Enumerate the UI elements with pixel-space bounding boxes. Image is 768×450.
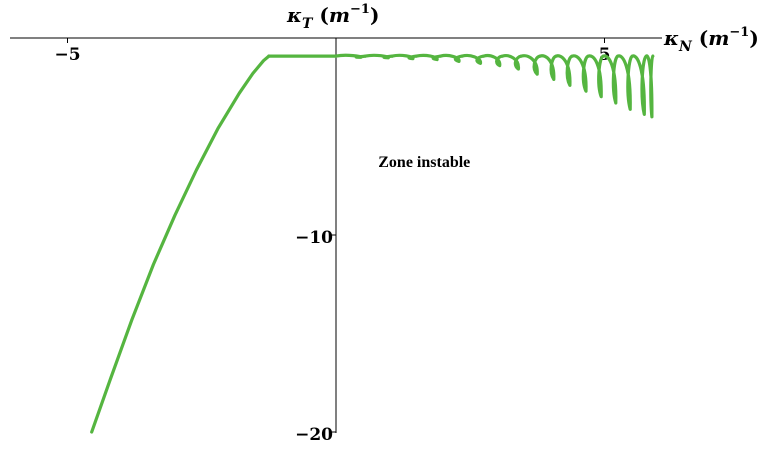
tail-loop — [500, 54, 523, 71]
tail-loop — [601, 54, 620, 105]
axis-ticks: −5 5−10−20 — [54, 38, 610, 445]
tail-loop — [644, 54, 655, 119]
x-axis-label-subscript: N — [678, 39, 693, 55]
x-axis-label-unit: m — [708, 26, 729, 50]
tail-loop — [538, 54, 558, 81]
y-axis-label-exponent: −1 — [350, 2, 370, 17]
tail-loop — [586, 54, 605, 99]
tail-loop — [390, 53, 419, 61]
x-axis-label: κN (m−1) — [663, 25, 759, 55]
y-axis-label-symbol: κ — [286, 3, 302, 27]
y-tick-label: −20 — [295, 425, 333, 445]
y-axis-label-subscript: T — [302, 16, 314, 32]
tail-loop — [334, 53, 368, 59]
tail-loop — [616, 54, 634, 111]
x-axis-label-paren-open: ( — [692, 26, 708, 50]
tail-loop — [460, 53, 486, 65]
y-axis-label-unit: m — [329, 3, 350, 27]
tail-loop — [482, 54, 505, 68]
zone-annotation: Zone instable — [378, 154, 470, 171]
y-axis-label: κT (m−1) — [286, 2, 379, 32]
series-layer — [90, 53, 655, 434]
y-axis-label-paren-open: ( — [312, 3, 328, 27]
y-tick-label: −10 — [295, 228, 333, 248]
tail-loop — [415, 53, 443, 62]
x-axis-label-symbol: κ — [663, 26, 679, 50]
tail-loop — [570, 54, 590, 93]
oscillating-tail — [334, 53, 655, 119]
stable-branch-curve — [90, 54, 271, 434]
y-axis-label-paren-close: ) — [370, 3, 379, 27]
x-axis-label-exponent: −1 — [729, 25, 749, 40]
tail-loop — [554, 54, 574, 87]
tail-loop — [439, 53, 464, 63]
tail-loop — [363, 53, 394, 60]
x-axis-label-paren-close: ) — [749, 26, 758, 50]
x-tick-label: −5 — [54, 45, 80, 65]
tail-loop — [519, 54, 542, 76]
tail-loop — [630, 54, 648, 116]
